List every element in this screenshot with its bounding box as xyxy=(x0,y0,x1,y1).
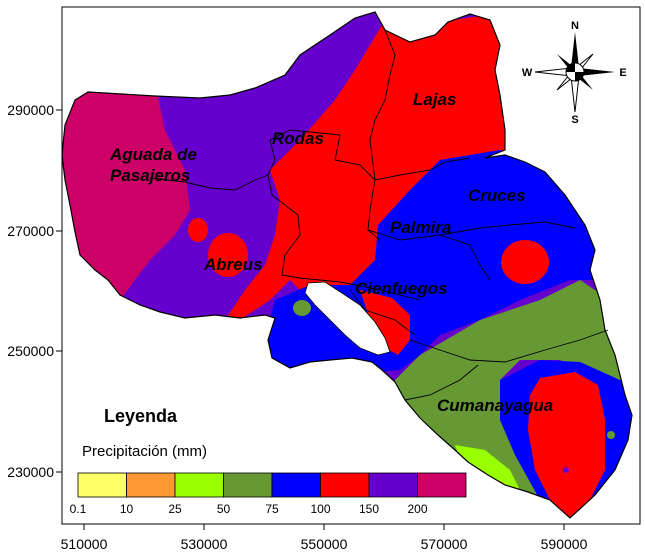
legend: Leyenda Precipitación (mm) 0.1 10 25 50 75 10… xyxy=(70,406,467,516)
legend-swatch xyxy=(320,472,370,498)
label-abreus: Abreus xyxy=(203,255,263,274)
x-tick-label: 510000 xyxy=(61,536,108,552)
zone-100-150-cruces xyxy=(501,240,549,284)
zone-50-75-east xyxy=(607,431,615,439)
zone-150-200-south xyxy=(563,467,569,473)
zone-100-150-abreus xyxy=(208,233,248,277)
x-tick-label: 530000 xyxy=(181,536,228,552)
label-lajas: Lajas xyxy=(413,90,456,109)
zone-100-150-south xyxy=(528,372,605,518)
legend-swatches xyxy=(77,472,467,498)
cienfuegos-bay xyxy=(304,281,391,356)
legend-break-label: 50 xyxy=(217,502,231,516)
zone-100-150-west xyxy=(188,218,208,242)
legend-breaks: 0.1 10 25 50 75 100 150 200 xyxy=(70,502,428,516)
zone-25-50 xyxy=(455,445,520,495)
legend-subtitle: Precipitación (mm) xyxy=(82,443,207,460)
label-cumanayagua: Cumanayagua xyxy=(437,396,553,415)
legend-swatch xyxy=(271,472,321,498)
compass-s: S xyxy=(571,114,578,126)
y-tick-label: 230000 xyxy=(7,464,54,480)
legend-swatch xyxy=(174,472,224,498)
label-pasajeros: Pasajeros xyxy=(110,166,190,185)
legend-break-label: 75 xyxy=(265,502,279,516)
x-tick-label: 550000 xyxy=(301,536,348,552)
zone-50-75-bay xyxy=(293,300,311,316)
y-tick-label: 270000 xyxy=(7,223,54,239)
zone-100-150-cienfuegos xyxy=(360,290,410,355)
y-tick-label: 250000 xyxy=(7,343,54,359)
compass-e: E xyxy=(619,67,626,79)
compass-w: W xyxy=(522,67,533,79)
compass-n: N xyxy=(571,20,579,32)
legend-swatch xyxy=(223,472,273,498)
legend-swatch xyxy=(417,472,467,498)
legend-swatch xyxy=(126,472,176,498)
frame-ticks xyxy=(56,109,565,530)
x-tick-label: 590000 xyxy=(541,536,588,552)
label-cruces: Cruces xyxy=(468,186,526,205)
legend-break-label: 10 xyxy=(120,502,134,516)
legend-break-label: 0.1 xyxy=(70,502,87,516)
legend-title: Leyenda xyxy=(104,406,178,426)
legend-break-label: 25 xyxy=(168,502,182,516)
label-rodas: Rodas xyxy=(272,129,324,148)
y-tick-label: 290000 xyxy=(7,102,54,118)
legend-swatch xyxy=(77,472,127,498)
label-cienfuegos: Cienfuegos xyxy=(355,279,448,298)
legend-break-label: 150 xyxy=(359,502,379,516)
legend-break-label: 100 xyxy=(310,502,330,516)
label-aguada: Aguada de xyxy=(109,145,197,164)
compass-rose: N S W E xyxy=(522,20,627,126)
x-tick-label: 570000 xyxy=(421,536,468,552)
label-palmira: Palmira xyxy=(390,218,451,237)
legend-break-label: 200 xyxy=(407,502,427,516)
legend-swatch xyxy=(368,472,418,498)
municipal-boundaries xyxy=(149,11,609,401)
